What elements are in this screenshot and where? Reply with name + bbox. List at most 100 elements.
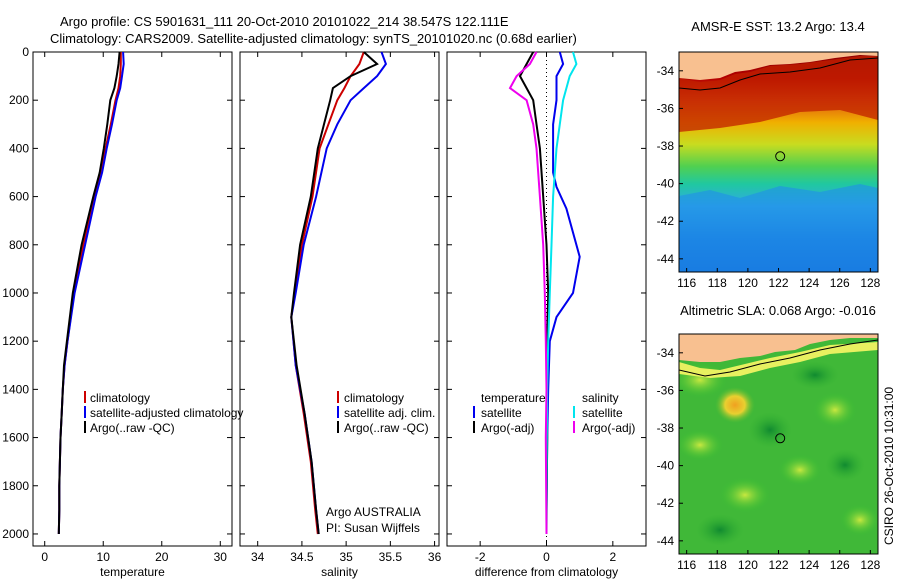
x-tick-label: 116 bbox=[677, 558, 696, 572]
legend-label-argo: Argo(..raw -QC) bbox=[344, 421, 429, 435]
sst-map bbox=[679, 52, 878, 272]
x-tick-label: 35 bbox=[339, 550, 353, 564]
sla-anomaly-blob bbox=[778, 454, 822, 486]
x-axis-label: salinity bbox=[321, 565, 358, 579]
y-tick-label: -40 bbox=[657, 177, 675, 191]
y-tick-label: -42 bbox=[657, 496, 675, 510]
x-tick-label: 120 bbox=[738, 558, 758, 572]
argo-country-label: Argo AUSTRALIA bbox=[326, 505, 421, 519]
sla-map-axes: 116 118 120 122 124 126 128 -34 -36 -38 -40 -42 -44 bbox=[657, 333, 881, 572]
x-tick-label: 116 bbox=[677, 276, 696, 290]
x-tick-label: 20 bbox=[155, 550, 169, 564]
series-line-argo-raw-qc bbox=[57, 51, 121, 535]
y-tick-label: -36 bbox=[657, 383, 675, 397]
sst-cool-band bbox=[679, 184, 878, 272]
sst-map-title: AMSR-E SST: 13.2 Argo: 13.4 bbox=[691, 19, 864, 34]
x-tick-label: 36 bbox=[428, 550, 442, 564]
y-tick-label: -34 bbox=[657, 64, 675, 78]
x-tick-label: 35.5 bbox=[379, 550, 403, 564]
legend-swatch-climatology bbox=[337, 391, 339, 403]
sla-anomaly-blob bbox=[748, 412, 792, 448]
salinity-legend: climatology satellite adj. clim. Argo(..… bbox=[326, 391, 435, 535]
x-tick-label: 2 bbox=[609, 550, 616, 564]
x-tick-label: 120 bbox=[738, 276, 758, 290]
y-tick-label: 1800 bbox=[2, 479, 29, 493]
x-axis-label: temperature bbox=[100, 565, 165, 579]
legend-title-temperature: temperature bbox=[481, 391, 546, 405]
legend-title-salinity: salinity bbox=[582, 391, 619, 405]
sla-anomaly-blob bbox=[840, 504, 878, 536]
legend-label-temp-argo: Argo(-adj) bbox=[481, 421, 534, 435]
x-tick-label: 124 bbox=[799, 276, 819, 290]
coastline bbox=[679, 57, 878, 91]
difference-legend: temperature salinity satellite Argo(-adj… bbox=[473, 391, 635, 435]
legend-label-climatology: climatology bbox=[90, 391, 150, 405]
x-tick-label: 124 bbox=[799, 558, 819, 572]
x-tick-label: 0 bbox=[41, 550, 48, 564]
legend-label-satellite: satellite-adjusted climatology bbox=[90, 406, 243, 420]
y-tick-label: 1600 bbox=[2, 431, 29, 445]
sla-anomaly-blob bbox=[715, 387, 755, 423]
sla-map bbox=[679, 334, 878, 554]
legend-swatch-climatology bbox=[84, 391, 86, 403]
y-tick-label: -42 bbox=[657, 214, 675, 228]
legend-swatch-temp-argo bbox=[473, 421, 475, 433]
y-tick-label: 1000 bbox=[2, 286, 29, 300]
y-tick-label: 800 bbox=[9, 238, 29, 252]
legend-label-temp-satellite: satellite bbox=[481, 406, 522, 420]
x-tick-label: 30 bbox=[214, 550, 228, 564]
y-tick-label: -36 bbox=[657, 101, 675, 115]
y-tick-label: 0 bbox=[22, 45, 29, 59]
x-tick-label: 128 bbox=[860, 558, 880, 572]
x-tick-label: -2 bbox=[475, 550, 486, 564]
pi-label: PI: Susan Wijffels bbox=[326, 521, 420, 535]
sla-anomaly-blob bbox=[813, 392, 857, 428]
figure-title-line2: Climatology: CARS2009. Satellite-adjuste… bbox=[50, 31, 577, 46]
legend-swatch-argo bbox=[337, 421, 339, 433]
legend-label-sal-satellite: satellite bbox=[582, 406, 623, 420]
legend-label-sal-argo: Argo(-adj) bbox=[582, 421, 635, 435]
argo-position-marker bbox=[775, 151, 786, 162]
legend-swatch-sal-argo bbox=[573, 421, 575, 433]
sla-anomaly-blob bbox=[679, 429, 724, 461]
land-mass bbox=[679, 52, 878, 80]
plot-frame bbox=[32, 51, 233, 547]
x-tick-label: 34 bbox=[251, 550, 265, 564]
legend-label-climatology: climatology bbox=[344, 391, 404, 405]
temperature-profile-panel: 0 10 20 30 0 200 400 600 800 1000 1200 1400 1600 1800… bbox=[2, 45, 233, 579]
y-tick-label: -38 bbox=[657, 139, 675, 153]
land-mass bbox=[679, 334, 878, 362]
plot-frame bbox=[239, 51, 440, 547]
x-tick-label: 118 bbox=[708, 558, 727, 572]
sla-map-title: Altimetric SLA: 0.068 Argo: -0.016 bbox=[680, 303, 876, 318]
series-line-argo-raw-qc bbox=[290, 51, 379, 535]
x-tick-label: 118 bbox=[708, 276, 727, 290]
y-tick-label: -38 bbox=[657, 421, 675, 435]
y-tick-label: -44 bbox=[657, 252, 675, 266]
y-tick-label: 1400 bbox=[2, 382, 29, 396]
x-tick-label: 34.5 bbox=[290, 550, 314, 564]
legend-swatch-temp-satellite bbox=[473, 406, 475, 418]
sla-anomaly-blob bbox=[719, 477, 771, 513]
x-tick-label: 126 bbox=[830, 558, 850, 572]
series-line-salinity-argo-adj bbox=[508, 51, 548, 535]
legend-swatch-satellite bbox=[337, 406, 339, 418]
y-tick-label: 400 bbox=[9, 141, 29, 155]
coastline bbox=[679, 339, 878, 377]
legend-label-satellite: satellite adj. clim. bbox=[344, 406, 435, 420]
x-tick-label: 126 bbox=[830, 276, 850, 290]
sst-map-axes: 116 118 120 122 124 126 128 -34 -36 -38 -40 -42 -44 bbox=[657, 51, 881, 290]
csiro-timestamp: CSIRO 26-Oct-2010 10:31:00 bbox=[882, 387, 896, 545]
legend-label-argo: Argo(..raw -QC) bbox=[90, 421, 175, 435]
y-tick-label: -40 bbox=[657, 459, 675, 473]
y-tick-label: -44 bbox=[657, 534, 675, 548]
sst-warm-band bbox=[679, 56, 878, 132]
salinity-profile-panel: 34 34.5 35 35.5 36 salinity bbox=[239, 51, 442, 579]
x-axis-label: difference from climatology bbox=[475, 565, 618, 579]
sla-anomaly-blob bbox=[791, 361, 839, 389]
x-tick-label: 128 bbox=[860, 276, 880, 290]
x-tick-label: 10 bbox=[97, 550, 111, 564]
y-tick-label: -34 bbox=[657, 346, 675, 360]
